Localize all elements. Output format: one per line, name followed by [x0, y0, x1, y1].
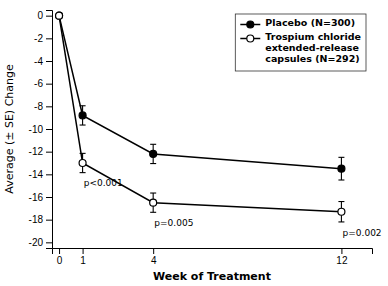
y-tick-label: -14 [29, 169, 44, 180]
y-tick-label: -16 [29, 192, 44, 203]
y-tick-label: -20 [29, 237, 44, 248]
error-bar-cap [150, 192, 156, 193]
error-bar-cap [80, 172, 86, 173]
error-bar-cap [150, 212, 156, 213]
y-tick-mark [46, 16, 52, 17]
y-tick-label: 0 [37, 10, 43, 21]
x-tick-label: 12 [336, 255, 348, 266]
x-tick: 1 [80, 248, 86, 266]
point [338, 208, 345, 215]
x-tick-label: 1 [80, 255, 86, 266]
x-axis-line [53, 249, 373, 255]
point [150, 150, 157, 157]
y-tick-mark [46, 106, 52, 107]
y-tick-mark [46, 129, 52, 130]
y-tick-mark [46, 242, 52, 243]
error-bar [150, 193, 156, 212]
error-bar [150, 144, 156, 163]
annotation: p<0.001 [84, 178, 123, 188]
x-tick-mark [341, 248, 342, 254]
error-bar [80, 153, 86, 172]
y-tick: -6 [34, 78, 52, 89]
x-tick-label: 4 [151, 255, 157, 266]
annotation: p=0.002 [343, 228, 382, 238]
legend-label: Trospium chlorideextended-releasecapsule… [265, 31, 361, 64]
y-tick: -4 [34, 56, 52, 67]
y-tick-mark [46, 197, 52, 198]
error-bar-cap [338, 221, 344, 222]
legend-frame [235, 14, 366, 71]
x-axis: 0 1 4 12 [53, 248, 373, 266]
y-tick-label: -6 [34, 78, 43, 89]
y-tick-mark [46, 38, 52, 39]
y-tick-label: -18 [29, 214, 44, 225]
point [56, 12, 63, 19]
y-tick: -10 [29, 124, 52, 135]
error-bar [338, 157, 344, 180]
legend-item: Trospium chlorideextended-releasecapsule… [240, 31, 361, 64]
y-tick-mark [46, 220, 52, 221]
legend-label: Placebo (N=300) [265, 17, 355, 28]
y-tick: -20 [29, 237, 52, 248]
point [56, 12, 63, 19]
x-tick-mark [153, 248, 154, 254]
y-axis-line [46, 11, 53, 249]
y-tick-label: -4 [34, 56, 43, 67]
x-tick: 0 [57, 248, 63, 266]
y-tick: 0 [37, 10, 52, 21]
y-axis: 0 -2 -4 -6 -8 -10 -12 -14 -16 -18 -20 [29, 10, 53, 248]
error-bar-cap [150, 144, 156, 145]
y-tick: -16 [29, 192, 52, 203]
x-tick: 12 [336, 248, 348, 266]
legend-item: Placebo (N=300) [240, 17, 355, 28]
y-tick-mark [46, 61, 52, 62]
point [338, 165, 345, 172]
y-tick: -14 [29, 169, 52, 180]
x-tick-label: 0 [57, 255, 63, 266]
y-tick: -12 [29, 146, 52, 157]
x-tick-mark [59, 248, 60, 254]
chart: 0 1 4 12 0 -2 -4 -6 -8 -10 -12 -14 -16 -18 -20 Week of … [0, 0, 388, 286]
y-axis-title: Average (± SE) Change [3, 64, 16, 194]
error-bar-cap [338, 201, 344, 202]
x-axis-title: Week of Treatment [153, 270, 271, 283]
error-bar-cap [150, 163, 156, 164]
error-bar-cap [338, 179, 344, 180]
legend-marker [247, 35, 254, 42]
point [79, 160, 86, 167]
y-tick: -18 [29, 214, 52, 225]
y-tick: -2 [34, 33, 52, 44]
legend: Placebo (N=300) Trospium chlorideextended… [235, 14, 366, 71]
point [79, 112, 86, 119]
annotations: p<0.001 p=0.005 p=0.002 [84, 178, 382, 238]
point [150, 199, 157, 206]
annotation: p=0.005 [154, 218, 193, 228]
legend-marker [247, 21, 254, 28]
y-tick: -8 [34, 101, 52, 112]
y-tick-label: -2 [34, 33, 43, 44]
y-tick-label: -8 [34, 101, 43, 112]
y-tick-mark [46, 152, 52, 153]
error-bar-cap [80, 124, 86, 125]
error-bar-cap [338, 157, 344, 158]
y-tick-mark [46, 174, 52, 175]
x-tick-mark [83, 248, 84, 254]
y-tick-mark [46, 84, 52, 85]
x-tick: 4 [151, 248, 157, 266]
error-bar [338, 202, 344, 222]
y-tick-label: -12 [29, 146, 44, 157]
y-tick-label: -10 [29, 124, 44, 135]
